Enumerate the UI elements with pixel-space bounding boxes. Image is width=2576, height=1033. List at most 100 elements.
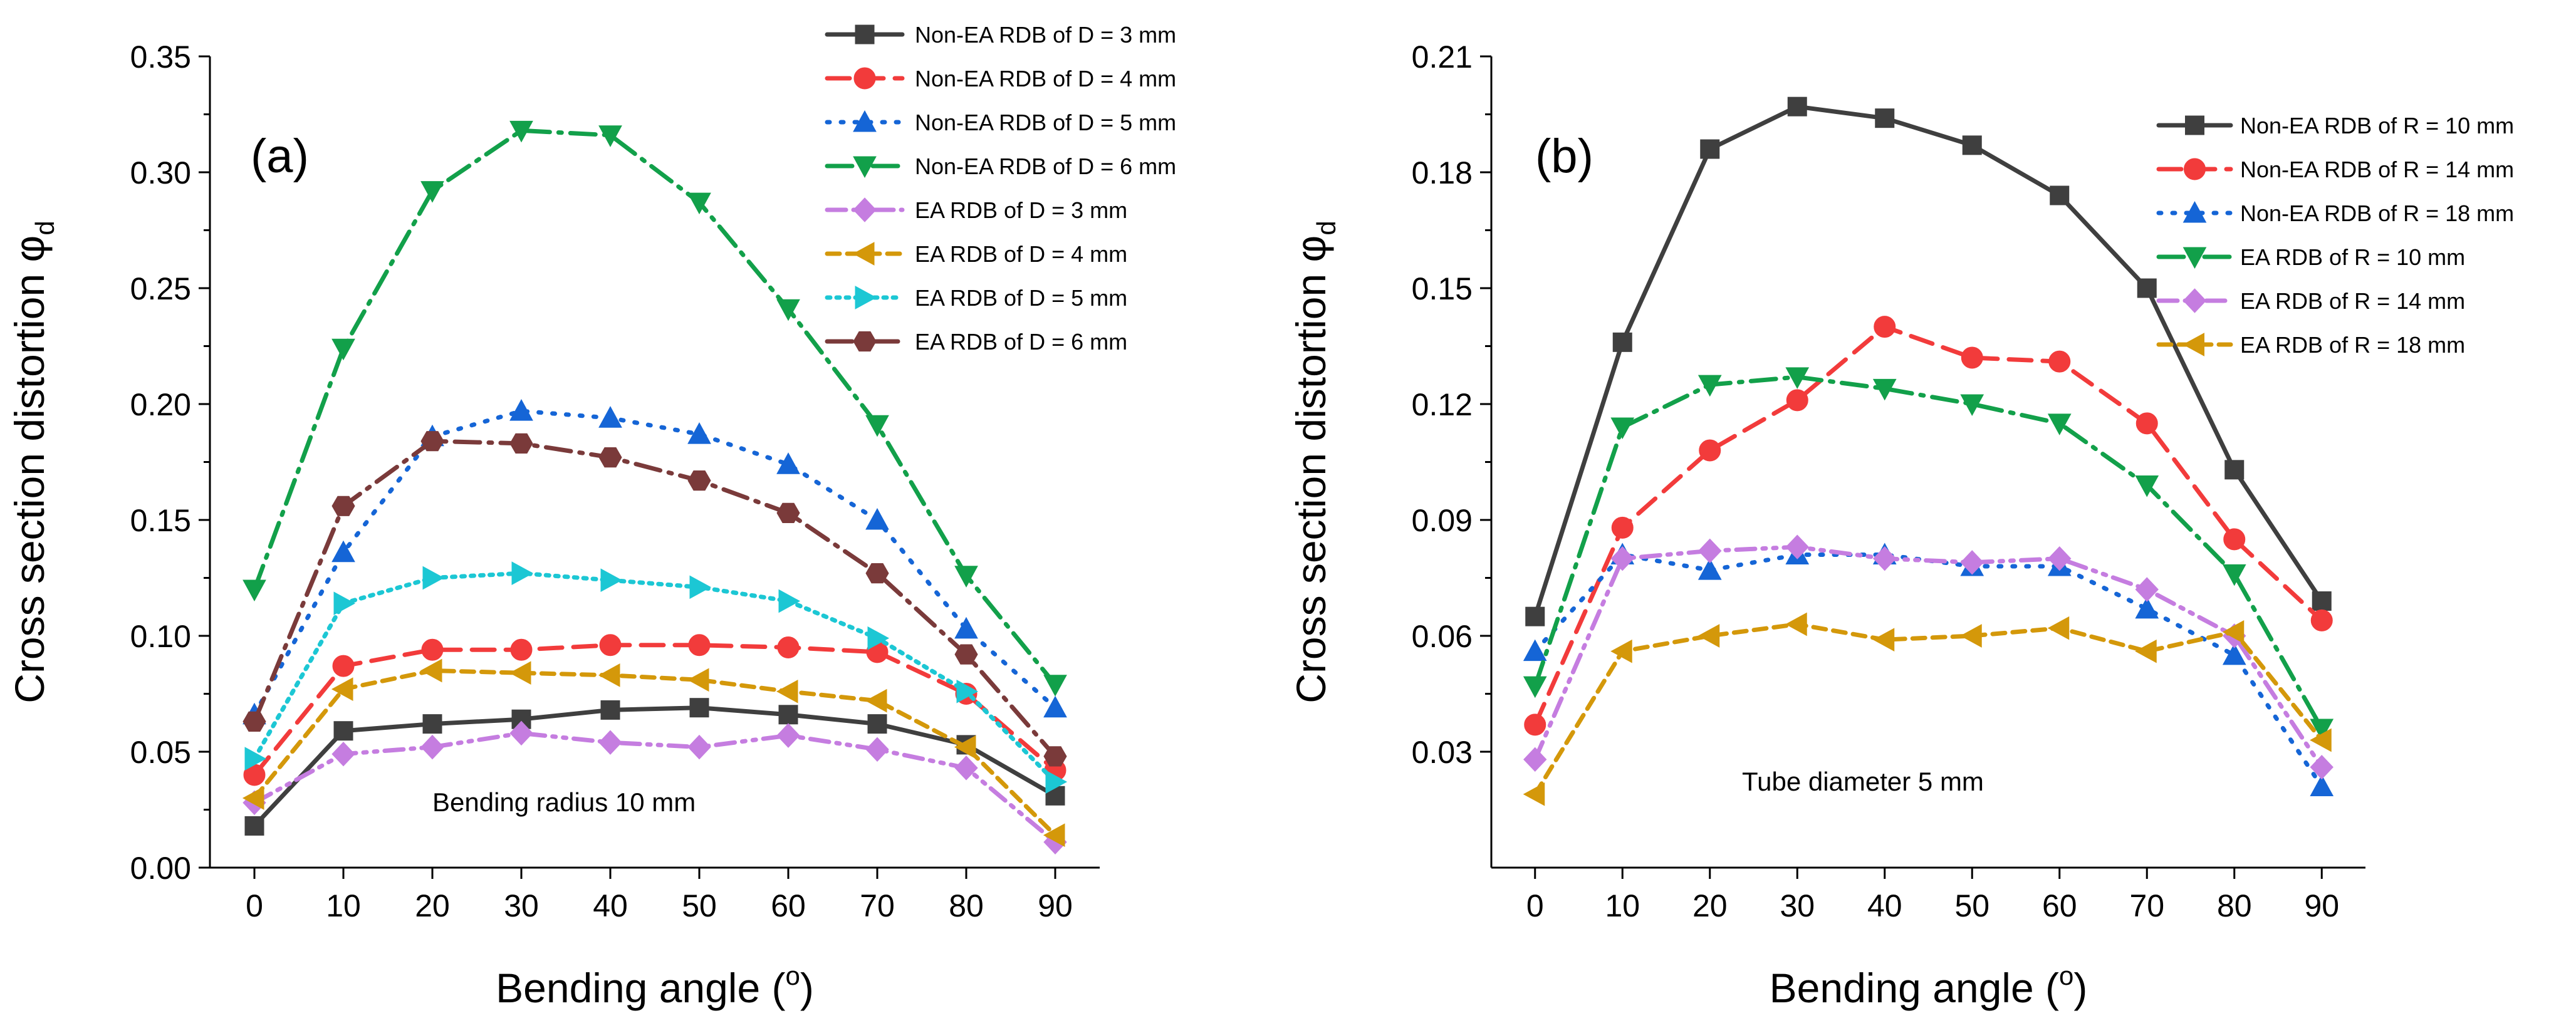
data-point — [1524, 714, 1546, 736]
series-line — [252, 730, 1058, 844]
data-point — [600, 568, 623, 593]
data-point — [331, 741, 355, 767]
legend-marker — [2184, 158, 2206, 180]
data-point — [333, 591, 356, 616]
data-point — [865, 415, 889, 437]
data-point — [2310, 754, 2334, 780]
data-point — [689, 698, 709, 718]
series-line — [252, 128, 1058, 687]
y-axis-label: Cross section distortion φd — [6, 221, 60, 703]
data-point — [865, 563, 889, 584]
y-tick-label: 0.18 — [1412, 155, 1473, 190]
legend-label: EA RDB of D = 6 mm — [915, 329, 1127, 355]
x-tick-label: 70 — [860, 888, 895, 923]
legend-label: EA RDB of R = 14 mm — [2240, 288, 2465, 314]
legend-marker — [852, 242, 875, 266]
series-1 — [1525, 96, 2332, 626]
data-point — [689, 575, 712, 600]
data-point — [1874, 316, 1896, 338]
data-point — [687, 422, 711, 444]
annotation-text: Bending radius 10 mm — [432, 787, 696, 817]
x-tick-label: 70 — [2129, 888, 2164, 923]
x-tick-label: 60 — [2042, 888, 2077, 923]
y-tick-label: 0.15 — [130, 503, 191, 538]
y-tick-label: 0.15 — [1412, 271, 1473, 306]
data-point — [422, 714, 442, 734]
data-point — [2224, 460, 2245, 480]
legend-label: Non-EA RDB of D = 3 mm — [915, 22, 1176, 48]
chart-panel-1: 0 10 20 30 40 50 60 70 80 90 0.00 0.05 0.10 0.15 0.20 0… — [6, 22, 1176, 1011]
legend-marker — [855, 286, 877, 309]
legend: Non-EA RDB of R = 10 mm Non-EA RDB of R =… — [2156, 113, 2514, 358]
series-2 — [1524, 316, 2333, 736]
legend-label: EA RDB of R = 10 mm — [2240, 244, 2465, 270]
series-7 — [244, 561, 1068, 794]
data-point — [954, 755, 978, 781]
data-point — [954, 735, 976, 759]
y-tick-label: 0.20 — [130, 387, 191, 422]
x-tick-label: 80 — [949, 888, 984, 923]
data-point — [2135, 475, 2159, 497]
data-point — [1610, 546, 1634, 571]
data-point — [687, 470, 711, 491]
data-point — [598, 447, 622, 468]
legend-marker — [853, 67, 876, 90]
data-point — [2310, 774, 2334, 796]
data-point — [1961, 346, 1983, 369]
data-point — [2047, 413, 2072, 435]
data-point — [776, 679, 798, 703]
legend-marker — [853, 156, 877, 179]
data-point — [777, 636, 800, 658]
data-point — [776, 723, 800, 748]
x-tick-label: 50 — [1954, 888, 1989, 923]
data-point — [2050, 185, 2070, 205]
data-point — [421, 638, 444, 661]
data-point — [2310, 609, 2333, 631]
legend-marker — [2182, 200, 2207, 223]
data-point — [2135, 639, 2157, 663]
data-point — [1523, 676, 1547, 698]
x-tick-label: 10 — [1605, 888, 1640, 923]
data-point — [954, 616, 978, 639]
legend-label: Non-EA RDB of R = 14 mm — [2240, 157, 2514, 182]
y-tick-label: 0.12 — [1412, 387, 1473, 422]
data-point — [1045, 770, 1068, 794]
data-point — [2222, 643, 2246, 665]
y-tick-label: 0.30 — [130, 155, 191, 190]
data-point — [1873, 546, 1897, 571]
data-point — [1960, 624, 1982, 648]
data-point — [956, 679, 979, 703]
data-point — [511, 561, 534, 585]
x-tick-label: 60 — [771, 888, 806, 923]
x-tick-label: 30 — [504, 888, 539, 923]
data-point — [2312, 591, 2332, 611]
data-point — [687, 734, 711, 760]
data-point — [778, 705, 798, 725]
data-point — [242, 786, 264, 810]
data-point — [1523, 747, 1547, 772]
panel-label: (a) — [251, 130, 309, 183]
data-point — [2222, 564, 2246, 586]
x-axis-label: Bending angle (o) — [1770, 961, 2088, 1011]
series-line — [252, 705, 1058, 828]
data-point — [420, 658, 442, 683]
data-point — [1960, 394, 1984, 417]
series-8 — [242, 431, 1067, 767]
legend-marker — [2185, 115, 2204, 135]
data-point — [2047, 616, 2070, 640]
legend-marker — [853, 110, 877, 132]
data-point — [1610, 639, 1632, 663]
y-tick-label: 0.10 — [130, 619, 191, 654]
data-point — [1043, 746, 1067, 767]
data-point — [244, 747, 267, 771]
data-point — [1043, 823, 1065, 848]
series-line — [1533, 375, 2324, 731]
data-point — [2310, 728, 2332, 752]
data-point — [509, 661, 531, 685]
data-point — [242, 711, 266, 732]
x-tick-label: 30 — [1780, 888, 1815, 923]
series-4 — [1523, 367, 2334, 741]
data-point — [422, 566, 445, 590]
data-point — [954, 644, 978, 665]
series-line — [252, 643, 1058, 777]
